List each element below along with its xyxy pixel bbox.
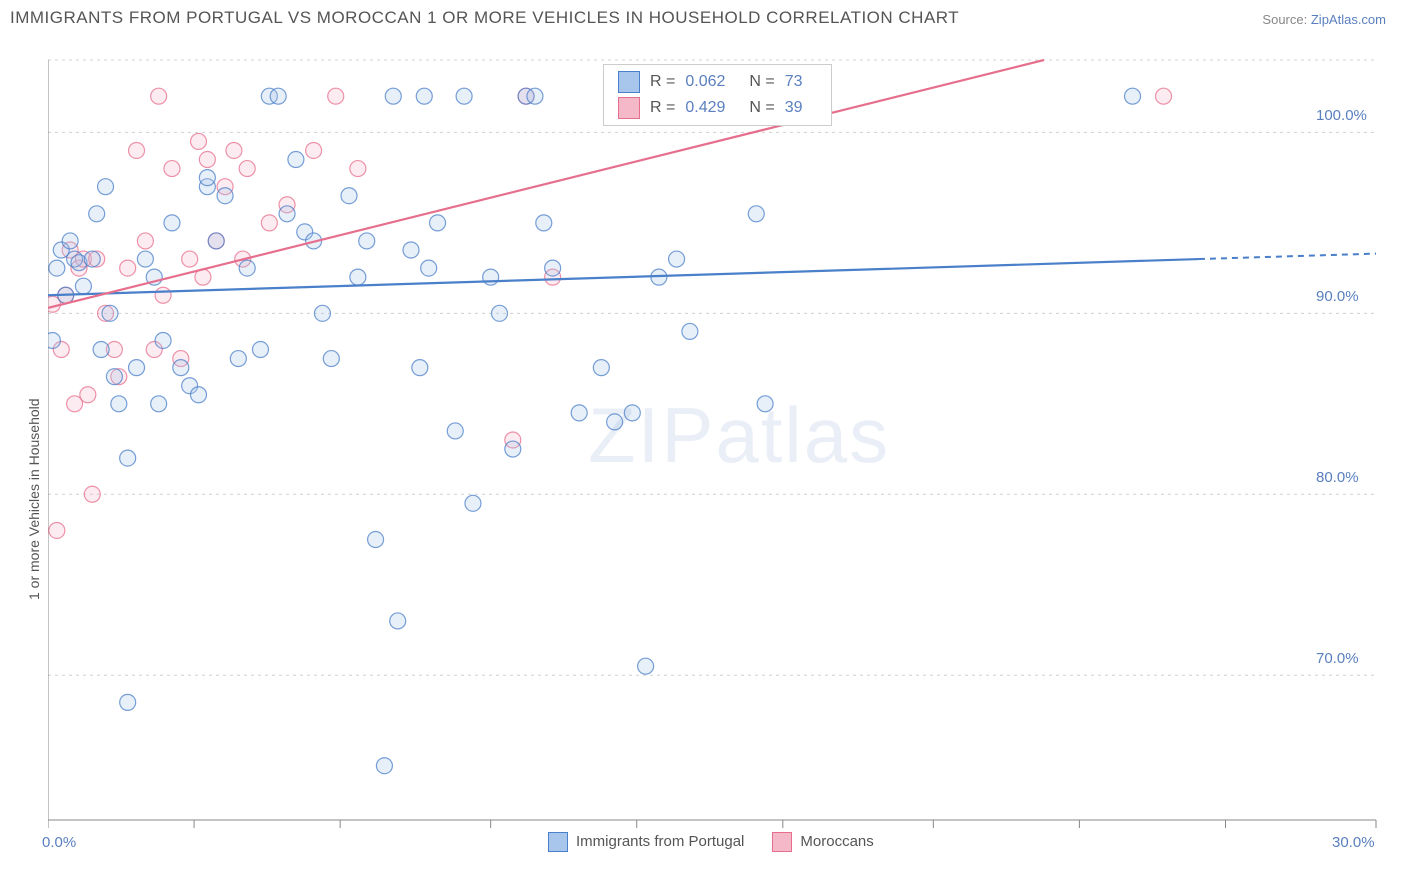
n-value: 73 [785, 73, 803, 91]
legend-label: Moroccans [800, 833, 873, 850]
r-value: 0.062 [685, 73, 725, 91]
source-attribution: Source: ZipAtlas.com [1262, 12, 1386, 27]
chart-title: IMMIGRANTS FROM PORTUGAL VS MOROCCAN 1 O… [10, 8, 959, 28]
y-tick-label: 100.0% [1316, 107, 1367, 124]
source-value: ZipAtlas.com [1311, 12, 1386, 27]
y-tick-label: 80.0% [1316, 469, 1359, 486]
n-label: N = [749, 99, 774, 117]
n-label: N = [749, 73, 774, 91]
x-tick-label: 0.0% [42, 834, 76, 851]
r-value: 0.429 [685, 99, 725, 117]
legend-label: Immigrants from Portugal [576, 833, 744, 850]
stats-row: R = 0.429 N = 39 [604, 95, 831, 121]
series-swatch [618, 71, 640, 93]
legend-bottom: Immigrants from Portugal Moroccans [548, 832, 874, 852]
chart-area: ZIPatlas 1 or more Vehicles in Household… [48, 40, 1388, 840]
y-axis-label: 1 or more Vehicles in Household [26, 398, 42, 600]
r-label: R = [650, 73, 675, 91]
y-tick-label: 70.0% [1316, 650, 1359, 667]
scatter-chart-svg [48, 40, 1388, 840]
n-value: 39 [785, 99, 803, 117]
legend-item: Moroccans [772, 832, 873, 852]
legend-swatch [772, 832, 792, 852]
stats-row: R = 0.062 N = 73 [604, 69, 831, 95]
source-label: Source: [1262, 12, 1307, 27]
y-tick-label: 90.0% [1316, 288, 1359, 305]
correlation-stats-box: R = 0.062 N = 73 R = 0.429 N = 39 [603, 64, 832, 126]
legend-swatch [548, 832, 568, 852]
r-label: R = [650, 99, 675, 117]
x-tick-label: 30.0% [1332, 834, 1375, 851]
series-swatch [618, 97, 640, 119]
legend-item: Immigrants from Portugal [548, 832, 744, 852]
